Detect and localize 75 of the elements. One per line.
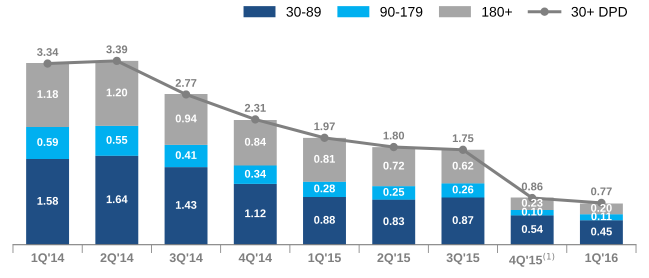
bar bbox=[303, 196, 346, 245]
point bbox=[112, 56, 121, 66]
data-label: 1.64 bbox=[106, 195, 128, 204]
data-label: 0.28 bbox=[314, 184, 335, 192]
bar bbox=[372, 147, 416, 186]
point bbox=[43, 59, 52, 68]
bar bbox=[95, 126, 138, 156]
data-label: 0.84 bbox=[244, 138, 266, 146]
data-label: 0.11 bbox=[591, 212, 612, 220]
data-label: 0.26 bbox=[452, 186, 474, 194]
data-label: 0.72 bbox=[383, 162, 404, 170]
data-label: 1.18 bbox=[37, 90, 58, 98]
bar bbox=[234, 184, 277, 245]
data-label: 0.88 bbox=[314, 216, 335, 224]
point bbox=[251, 115, 260, 124]
data-label: 0.77 bbox=[591, 187, 612, 196]
bar bbox=[580, 220, 623, 245]
bar bbox=[95, 60, 138, 126]
x-tick-label: 3Q'15 bbox=[446, 253, 480, 264]
point bbox=[320, 134, 329, 142]
data-label: 0.55 bbox=[106, 136, 128, 144]
x-tick-label: 1Q'16 bbox=[585, 253, 618, 264]
x-tick-label: 4Q'14 bbox=[238, 253, 272, 264]
bar bbox=[26, 127, 70, 159]
data-label: 1.75 bbox=[452, 134, 474, 142]
data-label: 0.62 bbox=[452, 162, 474, 170]
x-tick-label: 3Q'14 bbox=[170, 253, 203, 264]
data-label: 1.43 bbox=[176, 200, 196, 209]
data-label: 1.58 bbox=[37, 196, 58, 205]
data-label: 1.80 bbox=[384, 132, 404, 140]
bar bbox=[164, 94, 208, 145]
legend-label: 90-179 bbox=[380, 6, 422, 17]
bar bbox=[234, 165, 277, 184]
bar bbox=[95, 156, 138, 245]
bar bbox=[164, 167, 208, 245]
data-label: 0.34 bbox=[244, 170, 266, 178]
bar bbox=[164, 144, 208, 168]
bar bbox=[234, 120, 277, 166]
data-label: 0.10 bbox=[522, 208, 543, 216]
data-label: 1.97 bbox=[314, 122, 335, 130]
legend-label: 30-89 bbox=[286, 6, 321, 17]
data-label: 1.20 bbox=[106, 88, 128, 96]
data-label: 0.41 bbox=[176, 151, 197, 159]
data-label: 0.87 bbox=[452, 216, 474, 224]
data-label: 2.77 bbox=[176, 79, 196, 87]
data-label: 0.20 bbox=[591, 204, 612, 212]
data-label: 0.59 bbox=[37, 138, 58, 146]
data-label: 0.86 bbox=[522, 182, 543, 190]
data-label: 0.81 bbox=[314, 154, 336, 163]
data-label: 3.39 bbox=[106, 45, 128, 54]
x-tick-label: 4Q'15$^{(1)}$ bbox=[509, 252, 554, 267]
data-label: 0.45 bbox=[591, 228, 612, 236]
legend-label: 180+ bbox=[482, 6, 512, 17]
bar bbox=[26, 158, 70, 245]
bar bbox=[510, 215, 554, 245]
data-label: 0.54 bbox=[522, 225, 543, 233]
data-label: 0.25 bbox=[383, 188, 404, 196]
point bbox=[182, 90, 190, 99]
data-label: 0.23 bbox=[522, 198, 543, 207]
bar bbox=[441, 197, 484, 245]
bar bbox=[372, 200, 416, 245]
data-label: 1.12 bbox=[245, 209, 266, 218]
data-label: 3.34 bbox=[37, 48, 58, 56]
point bbox=[458, 146, 468, 154]
x-tick-label: 2Q'15 bbox=[377, 253, 410, 264]
x-tick-label: 1Q'15 bbox=[308, 253, 341, 264]
data-label: 0.94 bbox=[176, 114, 197, 122]
x-tick-label: 1Q'14 bbox=[32, 253, 64, 264]
bar bbox=[26, 63, 70, 128]
data-label: 2.31 bbox=[244, 104, 266, 112]
point bbox=[390, 142, 398, 152]
x-tick-label: 2Q'14 bbox=[100, 253, 134, 264]
bar bbox=[303, 138, 346, 182]
legend-label: 30+ DPD bbox=[571, 6, 628, 17]
data-label: 0.83 bbox=[383, 217, 404, 226]
